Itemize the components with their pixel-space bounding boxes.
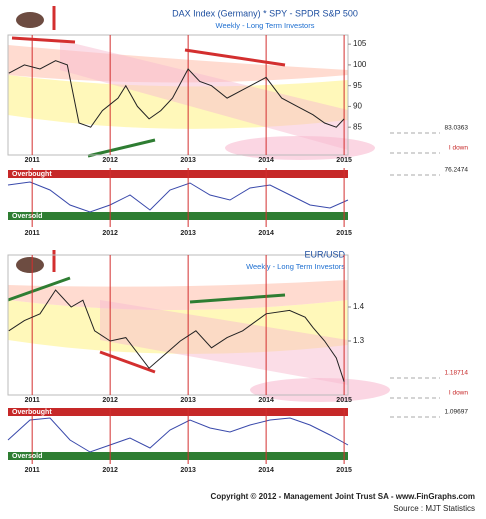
x-tick-label: 2015 <box>336 397 352 404</box>
x-tick-label: 2015 <box>336 230 352 237</box>
x-tick-label: 2011 <box>25 467 40 474</box>
x-tick-label: 2015 <box>336 467 352 474</box>
decor <box>7 6 390 460</box>
x-tick-label: 2014 <box>258 230 274 237</box>
level-label: I down <box>449 145 469 152</box>
x-tick-label: 2012 <box>102 467 118 474</box>
source: Source : MJT Statistics <box>393 504 475 513</box>
level-label: 83.0363 <box>445 125 469 132</box>
plot-frame <box>7 254 349 396</box>
chart-subtitle: Weekly - Long Term Investors <box>246 262 345 271</box>
y-tick-label: 105 <box>353 39 367 48</box>
x-tick-label: 2011 <box>25 157 40 164</box>
zone-label: Overbought <box>12 409 52 416</box>
x-tick-label: 2014 <box>258 467 274 474</box>
x-tick-label: 2014 <box>258 397 274 404</box>
y-tick-label: 100 <box>353 60 367 69</box>
zone-label: Oversold <box>12 213 42 220</box>
x-tick-label: 2012 <box>102 157 118 164</box>
x-tick-label: 2012 <box>102 230 118 237</box>
level-label: 1.09697 <box>445 409 469 416</box>
x-tick-label: 2013 <box>180 157 196 164</box>
chart-subtitle: Weekly - Long Term Investors <box>216 21 315 30</box>
x-tick-label: 2011 <box>25 230 40 237</box>
y-tick-label: 85 <box>353 122 362 131</box>
x-tick-label: 2012 <box>102 397 118 404</box>
y-tick-label: 1.4 <box>353 302 365 311</box>
copyright: Copyright © 2012 - Management Joint Trus… <box>211 492 475 501</box>
x-tick-label: 2013 <box>180 397 196 404</box>
level-label: 1.18714 <box>445 370 469 377</box>
zone-label: Overbought <box>12 171 52 178</box>
level-label: 76.2474 <box>445 167 469 174</box>
plot-frame <box>7 34 349 156</box>
y-tick-label: 90 <box>353 102 362 111</box>
price-line <box>8 289 345 382</box>
x-tick-label: 2013 <box>180 230 196 237</box>
price-line <box>8 60 345 128</box>
x-tick-label: 2015 <box>336 157 352 164</box>
chart-title: EUR/USD <box>304 249 345 259</box>
x-tick-label: 2014 <box>258 157 274 164</box>
y-tick-label: 95 <box>353 81 362 90</box>
chart-title: DAX Index (Germany) * SPY - SPDR S&P 500 <box>172 8 358 18</box>
level-label: I down <box>449 390 469 397</box>
x-tick-label: 2013 <box>180 467 196 474</box>
zone-label: Oversold <box>12 453 42 460</box>
x-tick-label: 2011 <box>25 397 40 404</box>
y-tick-label: 1.3 <box>353 336 365 345</box>
